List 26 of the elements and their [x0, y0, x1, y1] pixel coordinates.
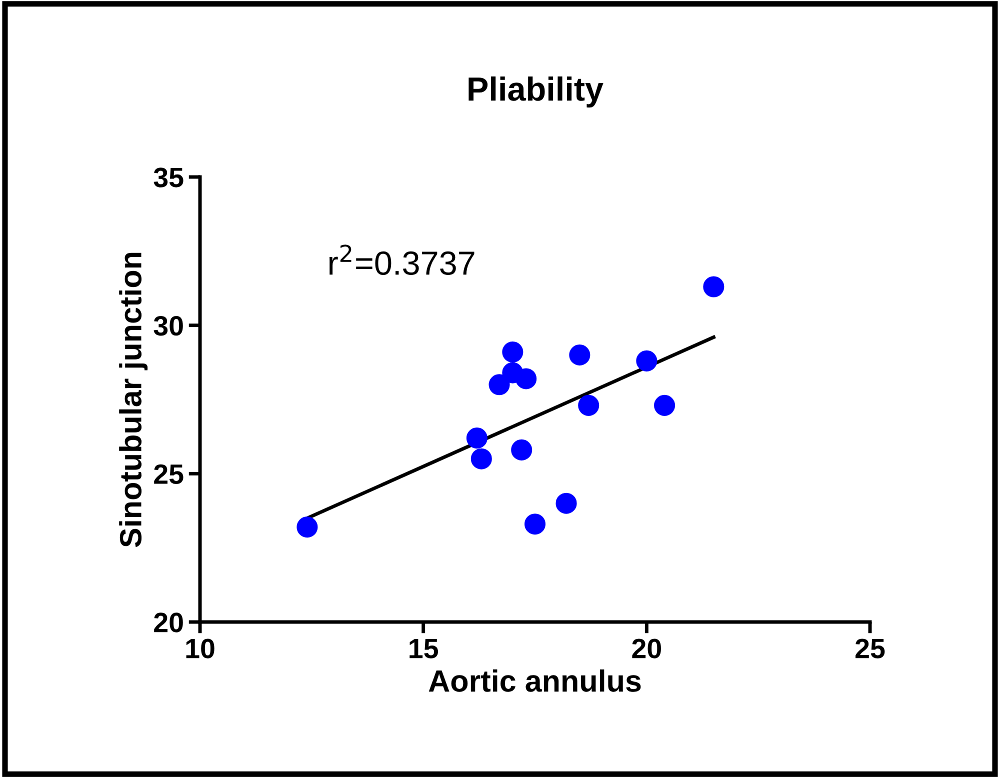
- point: [488, 374, 510, 396]
- point: [654, 394, 676, 416]
- x-tick-label: 15: [410, 639, 438, 658]
- x-axis-title: Aortic annulus: [428, 669, 641, 692]
- point: [296, 516, 318, 538]
- y-tick-label: 20: [154, 612, 183, 632]
- point: [470, 448, 492, 470]
- y-tick-label: 30: [154, 316, 183, 336]
- y-tick-label: 35: [154, 168, 184, 188]
- point: [569, 344, 590, 366]
- point: [516, 368, 537, 390]
- point: [703, 276, 724, 298]
- annotation: r$^{2}$=0.3737: [330, 244, 474, 275]
- point: [578, 394, 600, 416]
- point: [502, 342, 524, 363]
- point: [511, 439, 532, 460]
- x-tick-label: 25: [856, 638, 885, 658]
- y-tick-label: 25: [154, 464, 184, 484]
- point: [636, 350, 658, 372]
- x-tick-label: 10: [186, 638, 214, 658]
- x-tick-label: 20: [632, 638, 661, 658]
- point: [524, 514, 546, 535]
- chart-title: Pliability: [468, 76, 604, 108]
- point: [466, 428, 488, 449]
- point: [556, 492, 577, 514]
- y-axis-title: Sinotubular junction: [119, 252, 148, 548]
